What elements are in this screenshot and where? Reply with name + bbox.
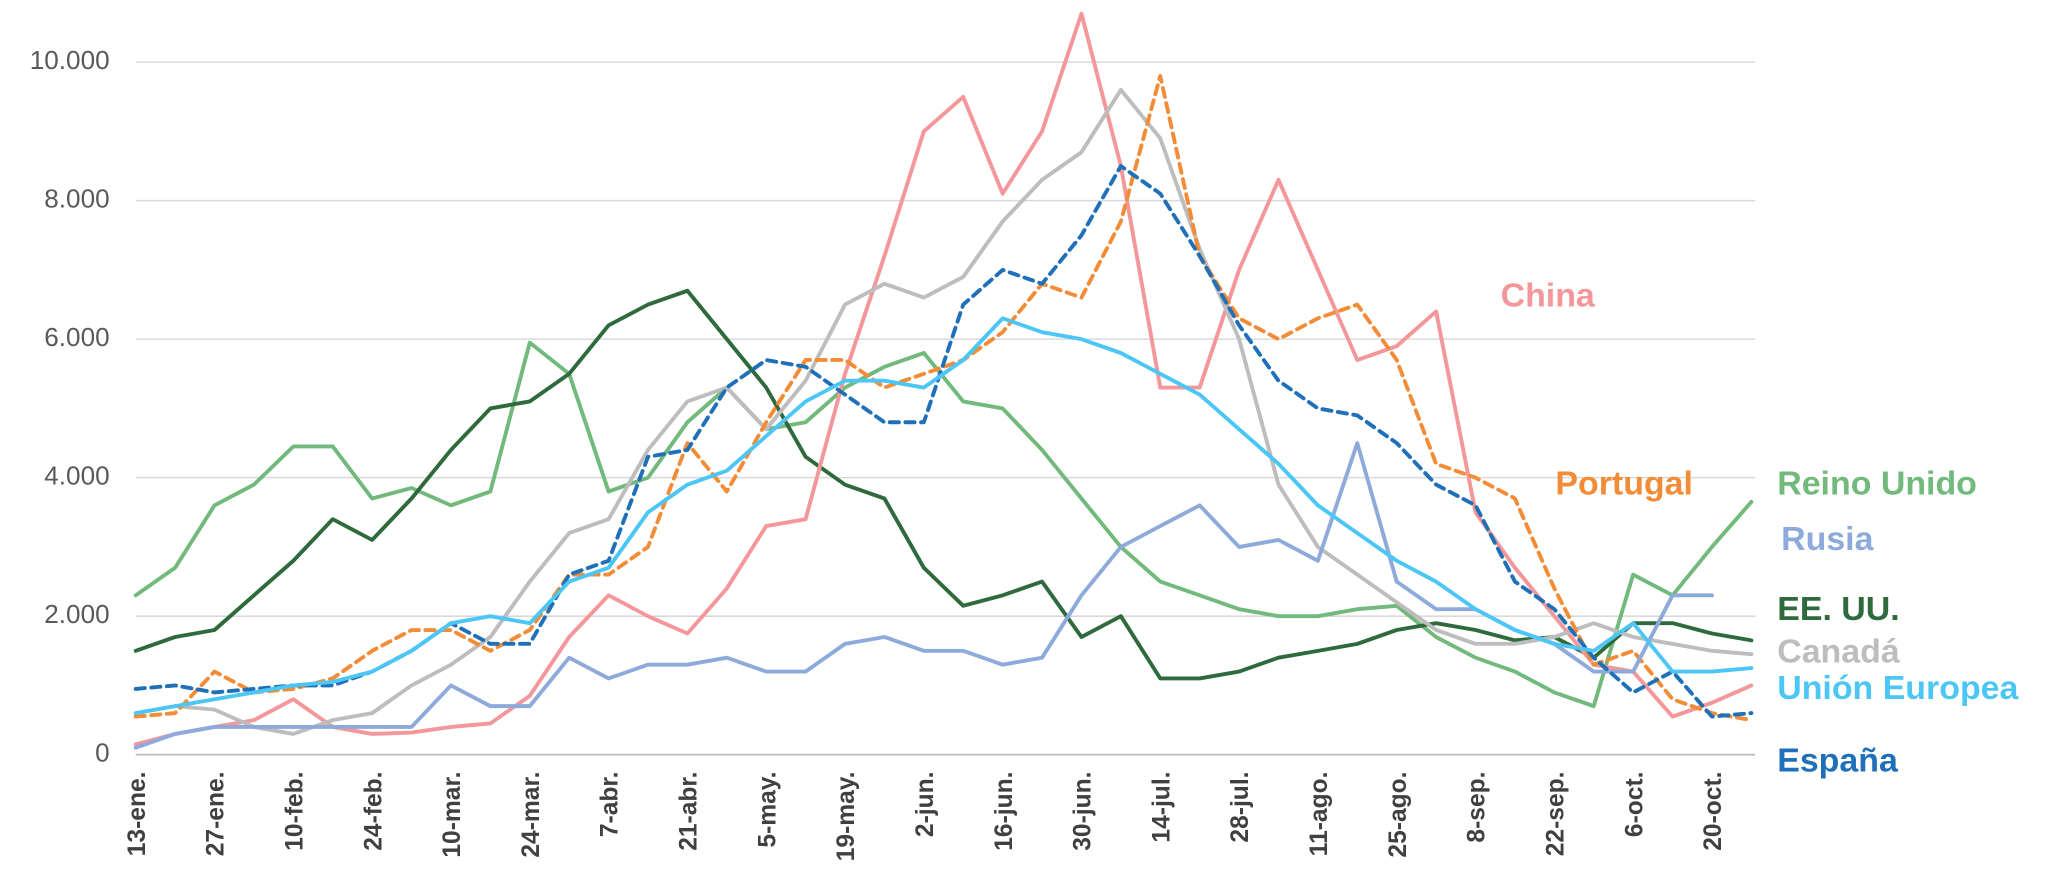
y-tick-label: 10.000: [30, 45, 110, 75]
series-line: [133, 441, 1714, 750]
series-line: [133, 288, 1754, 681]
x-tick-label: 13-ene.: [124, 771, 151, 856]
y-tick-label: 2.000: [44, 599, 109, 629]
x-tick-label: 20-oct.: [1700, 771, 1727, 850]
x-tick-label: 21-abr.: [675, 771, 702, 850]
x-tick-label: 19-may.: [833, 771, 860, 861]
series-label: China: [1501, 277, 1595, 315]
y-tick-label: 0: [95, 738, 110, 768]
series-label: Canadá: [1777, 633, 1900, 671]
x-tick-label: 28-jul.: [1227, 771, 1254, 842]
x-tick-label: 27-ene.: [203, 771, 230, 856]
series-line: [133, 74, 1754, 723]
x-tick-label: 5-may.: [754, 771, 781, 847]
series-line: [133, 87, 1754, 736]
x-tick-label: 16-jun.: [991, 771, 1018, 850]
x-tick-label: 10-mar.: [439, 771, 466, 857]
x-tick-label: 8-sep.: [1464, 771, 1491, 842]
x-tick-label: 11-ago.: [1306, 771, 1333, 856]
x-tick-label: 10-feb.: [281, 771, 308, 850]
x-tick-label: 24-feb.: [360, 771, 387, 850]
x-tick-label: 25-ago.: [1385, 771, 1412, 857]
x-tick-label: 24-mar.: [518, 771, 545, 857]
series-label: EE. UU.: [1777, 590, 1900, 628]
series-label: España: [1777, 741, 1898, 779]
series-label: Reino Unido: [1777, 464, 1977, 502]
series-label: Rusia: [1781, 520, 1874, 558]
x-tick-label: 6-oct.: [1621, 771, 1648, 837]
x-tick-label: 2-jun.: [912, 771, 939, 837]
x-tick-label: 22-sep.: [1542, 771, 1569, 856]
x-tick-label: 14-jul.: [1148, 771, 1175, 842]
series-line: [133, 316, 1754, 716]
series-label: Portugal: [1555, 464, 1693, 502]
y-tick-label: 6.000: [44, 322, 109, 352]
series-label: Unión Europea: [1777, 669, 2018, 707]
y-tick-label: 8.000: [44, 184, 109, 214]
y-tick-label: 4.000: [44, 461, 109, 491]
series-line: [133, 340, 1754, 709]
x-tick-label: 7-abr.: [597, 771, 624, 837]
x-tick-label: 30-jun.: [1070, 771, 1097, 850]
series-line: [133, 164, 1754, 719]
